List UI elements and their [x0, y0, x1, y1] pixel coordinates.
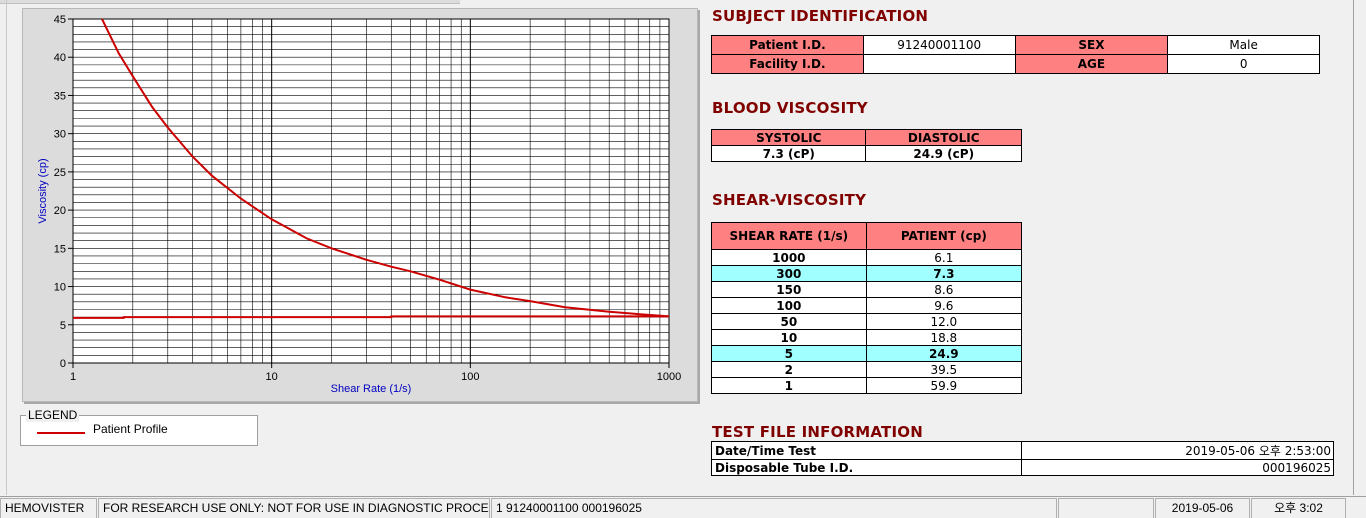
- y-tick-label: 20: [54, 205, 66, 217]
- patient-id-label: Patient I.D.: [711, 35, 864, 55]
- table-row: 5 24.9: [711, 345, 1023, 362]
- table-row: 50 12.0: [711, 313, 1023, 330]
- window-top-strip: [0, 0, 460, 4]
- age-label: AGE: [1014, 54, 1169, 74]
- table-row: 10 18.8: [711, 329, 1023, 346]
- table-row: 300 7.3: [711, 265, 1023, 282]
- subject-identification-title: SUBJECT IDENTIFICATION: [712, 7, 929, 25]
- x-tick-label: 10: [266, 371, 278, 383]
- y-tick-label: 5: [60, 320, 66, 332]
- shear-rate-cell: 150: [711, 281, 867, 298]
- age-value: 0: [1167, 54, 1320, 74]
- shear-viscosity-table: SHEAR RATE (1/s) PATIENT (cp) 1000 6.1 3…: [711, 222, 1023, 394]
- shear-rate-cell: 100: [711, 297, 867, 314]
- test-file-information-table: Date/Time Test 2019-05-06 오후 2:53:00 Dis…: [710, 441, 1334, 476]
- x-tick-label: 1: [70, 371, 76, 383]
- patient-id-value: 91240001100: [862, 35, 1016, 55]
- status-date: 2019-05-06: [1155, 498, 1250, 518]
- sex-label: SEX: [1014, 35, 1169, 55]
- patient-value-cell: 59.9: [865, 377, 1023, 394]
- facility-id-label: Facility I.D.: [711, 54, 864, 74]
- date-time-test-value: 2019-05-06 오후 2:53:00: [1021, 441, 1334, 460]
- x-tick-label: 100: [461, 371, 479, 383]
- subject-identification-table: Patient I.D. 91240001100 SEX Male Facili…: [711, 35, 1320, 74]
- patient-value-cell: 9.6: [865, 297, 1023, 314]
- shear-viscosity-title: SHEAR-VISCOSITY: [712, 191, 867, 209]
- status-empty-pane: [1058, 498, 1154, 518]
- y-tick-label: 0: [60, 358, 66, 370]
- x-axis-label: Shear Rate (1/s): [331, 383, 412, 395]
- shear-rate-cell: 50: [711, 313, 867, 330]
- status-app-name: HEMOVISTER: [0, 498, 97, 518]
- y-tick-label: 15: [54, 243, 66, 255]
- systolic-value: 7.3 (cP): [710, 145, 867, 162]
- y-tick-label: 25: [54, 167, 66, 179]
- table-row: 150 8.6: [711, 281, 1023, 298]
- patient-value-cell: 6.1: [865, 249, 1023, 266]
- shear-rate-cell: 5: [711, 345, 867, 362]
- shear-rate-cell: 10: [711, 329, 867, 346]
- patient-value-cell: 8.6: [865, 281, 1023, 298]
- patient-value-cell: 39.5: [865, 361, 1023, 378]
- test-file-information-title: TEST FILE INFORMATION: [712, 423, 923, 441]
- y-tick-label: 40: [54, 52, 66, 64]
- disposable-tube-id-label: Disposable Tube I.D.: [710, 459, 1023, 476]
- status-research-notice: FOR RESEARCH USE ONLY: NOT FOR USE IN DI…: [98, 498, 490, 518]
- systolic-label: SYSTOLIC: [710, 129, 867, 146]
- viscosity-chart: 0 5 10 15 20 25 30 35 40 45 1 10 100 1000 Shear Rate (…: [37, 14, 681, 395]
- shear-rate-cell: 2: [711, 361, 867, 378]
- patient-value-cell: 24.9: [865, 345, 1023, 362]
- legend-title: LEGEND: [26, 408, 80, 422]
- window-left-edge: [6, 0, 7, 495]
- sex-value: Male: [1167, 35, 1320, 55]
- shear-rate-cell: 1000: [711, 249, 867, 266]
- baseline-curve: [73, 315, 669, 319]
- diastolic-label: DIASTOLIC: [865, 129, 1022, 146]
- blood-viscosity-title: BLOOD VISCOSITY: [712, 99, 868, 117]
- patient-profile-curve: [101, 18, 670, 318]
- table-row: 100 9.6: [711, 297, 1023, 314]
- facility-id-value: [862, 54, 1016, 74]
- y-tick-label: 10: [54, 282, 66, 294]
- legend-entry-label: Patient Profile: [93, 422, 168, 436]
- patient-value-cell: 18.8: [865, 329, 1023, 346]
- window-right-edge: [1353, 0, 1354, 495]
- shear-rate-cell: 1: [711, 377, 867, 394]
- y-tick-label: 45: [54, 14, 66, 26]
- disposable-tube-id-value: 000196025: [1021, 459, 1334, 476]
- shear-rate-cell: 300: [711, 265, 867, 282]
- plot-area: [72, 18, 670, 364]
- status-time: 오후 3:02: [1251, 498, 1346, 518]
- patient-value-cell: 7.3: [865, 265, 1023, 282]
- patient-column-header: PATIENT (cp): [865, 222, 1023, 250]
- blood-viscosity-table: SYSTOLIC DIASTOLIC 7.3 (cP) 24.9 (cP): [710, 129, 1022, 162]
- table-row: 1000 6.1: [711, 249, 1023, 266]
- legend-line-swatch: [37, 432, 85, 434]
- shear-rate-column-header: SHEAR RATE (1/s): [711, 222, 867, 250]
- date-time-test-label: Date/Time Test: [710, 441, 1023, 460]
- y-tick-label: 30: [54, 129, 66, 141]
- y-axis-label: Viscosity (cp): [37, 158, 49, 223]
- table-row: 1 59.9: [711, 377, 1023, 394]
- status-record-info: 1 91240001100 000196025: [491, 498, 1057, 518]
- y-tick-label: 35: [54, 90, 66, 102]
- viscosity-chart-panel: 0 5 10 15 20 25 30 35 40 45 1 10 100 1000 Shear Rate (…: [22, 8, 698, 402]
- diastolic-value: 24.9 (cP): [865, 145, 1022, 162]
- patient-value-cell: 12.0: [865, 313, 1023, 330]
- x-tick-label: 1000: [657, 371, 681, 383]
- table-row: 2 39.5: [711, 361, 1023, 378]
